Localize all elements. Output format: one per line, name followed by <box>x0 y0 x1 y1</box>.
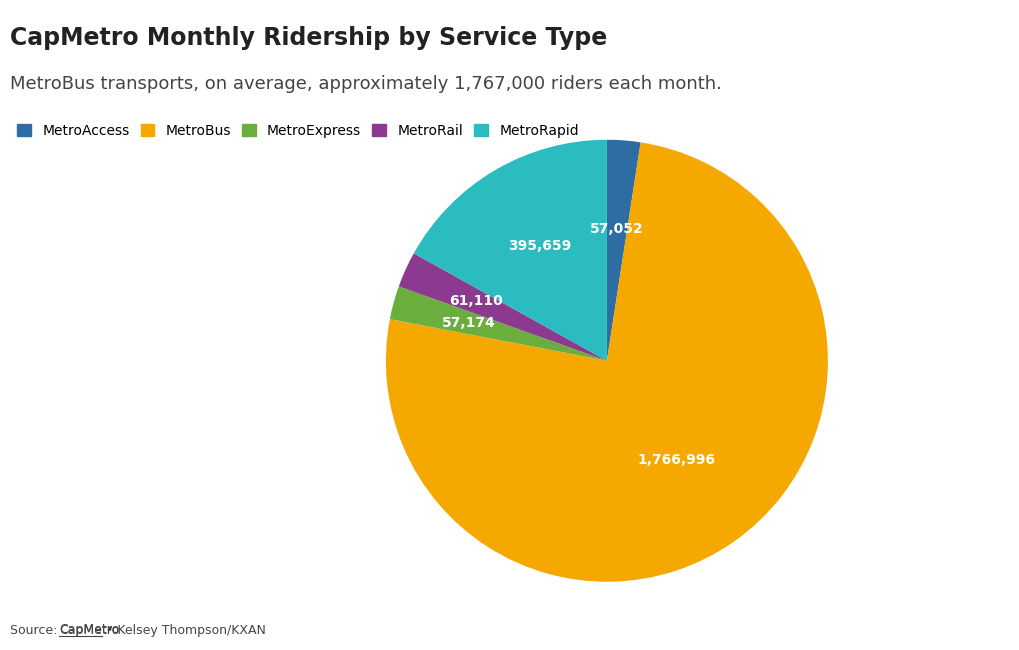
Wedge shape <box>606 140 640 361</box>
Text: CapMetro Monthly Ridership by Service Type: CapMetro Monthly Ridership by Service Ty… <box>10 26 607 50</box>
Wedge shape <box>414 140 606 361</box>
Text: 395,659: 395,659 <box>507 239 571 254</box>
Text: 57,174: 57,174 <box>441 316 494 330</box>
Wedge shape <box>398 254 606 361</box>
Text: Source:: Source: <box>10 624 61 637</box>
Text: CapMetro: CapMetro <box>59 624 119 637</box>
Wedge shape <box>385 142 827 582</box>
Text: • Kelsey Thompson/KXAN: • Kelsey Thompson/KXAN <box>102 624 266 637</box>
Text: MetroBus transports, on average, approximately 1,767,000 riders each month.: MetroBus transports, on average, approxi… <box>10 75 721 93</box>
Legend: MetroAccess, MetroBus, MetroExpress, MetroRail, MetroRapid: MetroAccess, MetroBus, MetroExpress, Met… <box>17 124 578 138</box>
Text: CapMetro: CapMetro <box>59 623 119 636</box>
Text: 57,052: 57,052 <box>590 222 643 235</box>
Text: 61,110: 61,110 <box>448 294 502 309</box>
Text: 1,766,996: 1,766,996 <box>637 453 715 467</box>
Wedge shape <box>389 287 606 361</box>
